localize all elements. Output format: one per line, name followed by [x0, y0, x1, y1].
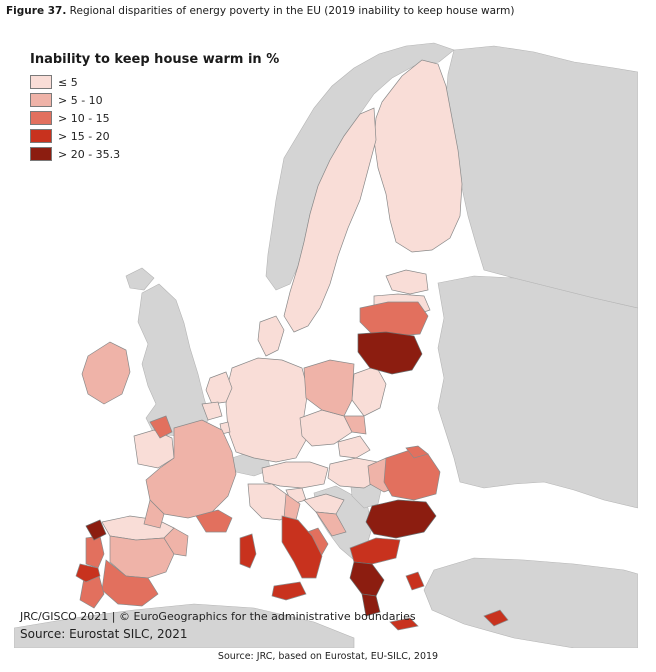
spain-south-region	[101, 559, 159, 607]
legend-title: Inability to keep house warm in %	[30, 52, 280, 67]
legend-swatch	[30, 75, 52, 89]
legend-item: > 15 - 20	[30, 127, 279, 145]
netherlands-region	[205, 371, 233, 405]
sardinia-island	[239, 533, 257, 569]
portugal-northwest-region	[85, 519, 107, 541]
belgium-region	[201, 401, 223, 421]
czechia-east-region	[343, 415, 367, 435]
map-credit: JRC/GISCO 2021 | © EuroGeographics for t…	[20, 610, 416, 623]
eastern-europe-region	[437, 275, 638, 509]
figure-title: Regional disparities of energy poverty i…	[66, 5, 515, 17]
legend-swatch	[30, 111, 52, 125]
figure-label: Figure 37.	[6, 5, 67, 17]
legend-swatch	[30, 129, 52, 143]
eu-regions-class-1	[101, 59, 463, 541]
finland-region	[373, 59, 463, 253]
legend-item: > 20 - 35.3	[30, 145, 279, 163]
portugal-central-region	[75, 563, 101, 583]
legend-swatch	[30, 93, 52, 107]
legend-label: ≤ 5	[58, 75, 78, 89]
crete-island	[389, 617, 419, 631]
france-southwest-region	[143, 499, 165, 529]
poland-east-region	[351, 365, 387, 417]
cyprus-island	[483, 609, 509, 627]
estonia-region	[385, 269, 429, 295]
slovakia-region	[337, 435, 371, 459]
croatia-coast-region	[315, 511, 347, 537]
eu-regions-class-3	[79, 301, 441, 609]
latvia-east-region	[359, 301, 429, 337]
spain-east-region	[163, 527, 189, 557]
france-north-region	[149, 415, 173, 439]
eu-regions-class-5	[85, 331, 437, 617]
sweden-region	[283, 107, 377, 333]
map-legend: Inability to keep house warm in % ≤ 5 > …	[30, 52, 279, 163]
germany-region	[225, 357, 309, 463]
poland-west-region	[303, 359, 355, 417]
lithuania-region	[357, 331, 423, 375]
sicily-island	[271, 581, 307, 601]
portugal-north-region	[85, 535, 105, 569]
map-source-note: Source: Eurostat SILC, 2021	[20, 627, 188, 641]
eu-regions-class-4	[75, 515, 509, 631]
legend-label: > 10 - 15	[58, 111, 110, 125]
france-south-region	[195, 509, 233, 533]
bulgaria-region	[365, 499, 437, 539]
turkey-region	[423, 557, 638, 648]
legend-item: ≤ 5	[30, 73, 279, 91]
legend-label: > 5 - 10	[58, 93, 103, 107]
peloponnese-region	[361, 593, 381, 617]
ireland-region	[81, 341, 131, 405]
russia-north-region	[445, 45, 638, 309]
romania-region	[383, 449, 441, 501]
legend-item: > 10 - 15	[30, 109, 279, 127]
italy-south-region	[281, 515, 323, 579]
legend-label: > 15 - 20	[58, 129, 110, 143]
austria-region	[261, 461, 329, 489]
north-africa-region	[14, 603, 355, 648]
figure-caption: Figure 37. Regional disparities of energ…	[6, 5, 515, 17]
scotland-isles	[125, 267, 155, 291]
romania-east-region	[405, 445, 429, 459]
europe-map	[14, 42, 638, 648]
legend-item: > 5 - 10	[30, 91, 279, 109]
figure-source: Source: JRC, based on Eurostat, EU-SILC,…	[217, 651, 439, 662]
eu-regions-class-2	[81, 341, 403, 579]
greece-central-region	[349, 561, 385, 597]
croatia-region	[303, 493, 345, 515]
great-britain-region	[137, 283, 211, 437]
legend-swatch	[30, 147, 52, 161]
legend-label: > 20 - 35.3	[58, 147, 121, 161]
map-frame: Inability to keep house warm in % ≤ 5 > …	[14, 38, 638, 648]
aegean-islands-region	[405, 571, 425, 591]
denmark-region	[257, 315, 285, 357]
spain-central-region	[109, 535, 175, 579]
